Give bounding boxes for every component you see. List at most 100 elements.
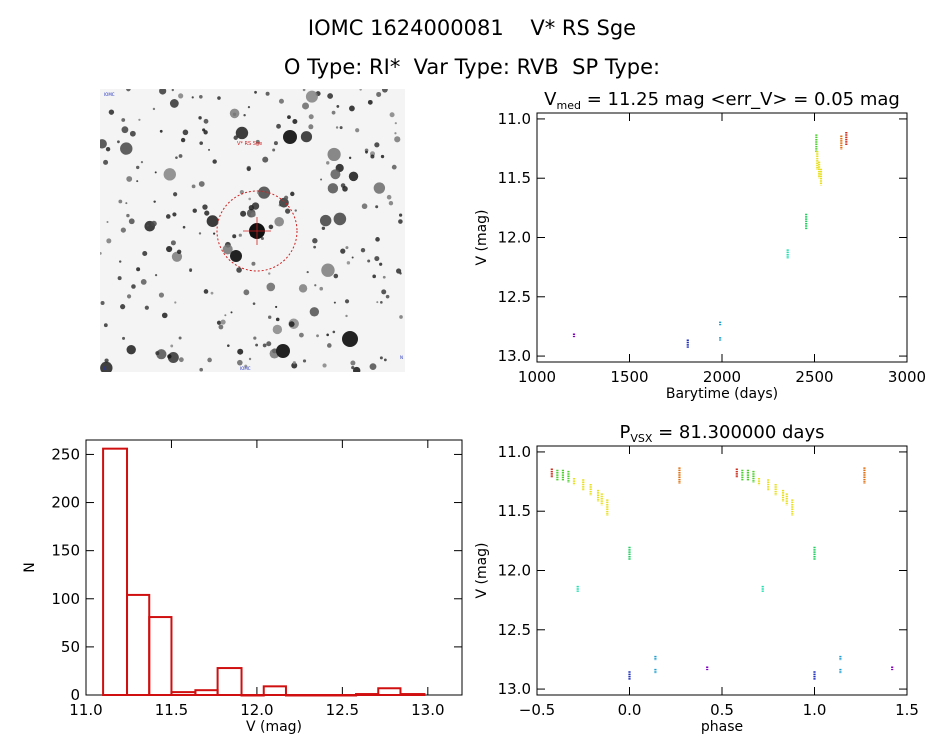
histogram-bar <box>102 447 129 696</box>
star <box>144 305 149 310</box>
histogram-bar <box>399 693 426 696</box>
y-tick-label: 150 <box>51 542 80 560</box>
star <box>191 96 194 99</box>
star <box>298 332 304 338</box>
star <box>222 244 233 255</box>
star <box>117 140 120 144</box>
y-tick-label: 11.5 <box>498 502 531 520</box>
histogram-bar <box>331 694 358 697</box>
star <box>335 126 339 129</box>
star <box>336 105 340 108</box>
star <box>178 154 183 158</box>
star <box>333 212 347 226</box>
star <box>210 291 214 295</box>
star <box>120 142 133 155</box>
star <box>104 358 109 363</box>
star <box>355 128 360 133</box>
star <box>275 317 280 322</box>
star <box>276 123 281 129</box>
histogram-bar <box>148 616 173 696</box>
star <box>154 171 157 174</box>
star <box>298 284 308 293</box>
x-tick-label: 2500 <box>795 368 833 386</box>
histogram-bar <box>194 689 219 696</box>
star <box>105 146 111 152</box>
target-label: V* RS Sge <box>237 141 262 147</box>
star <box>265 91 270 96</box>
star <box>103 323 108 328</box>
star <box>385 294 390 299</box>
star <box>320 178 323 181</box>
star <box>224 314 227 317</box>
star <box>383 358 387 362</box>
star <box>230 250 242 262</box>
star <box>140 160 144 164</box>
star <box>203 289 209 294</box>
star <box>246 166 251 172</box>
histogram-bar <box>216 667 243 696</box>
star <box>285 208 291 214</box>
histogram-panel: 11.0 11.5 12.0 12.5 13.0 0 50 100 150 200 250 V (ma… <box>22 439 463 735</box>
star <box>121 118 126 122</box>
x-tick-label: 1.0 <box>803 701 827 719</box>
star <box>229 108 240 119</box>
star <box>268 224 274 230</box>
star <box>238 233 242 237</box>
star <box>380 154 385 159</box>
star <box>122 336 126 340</box>
star <box>381 289 387 295</box>
star <box>100 361 113 372</box>
star <box>279 197 289 208</box>
star <box>266 282 276 292</box>
star <box>396 268 402 274</box>
star <box>365 150 368 154</box>
x-tick-label: 11.0 <box>69 701 102 719</box>
corner-label-bottom-left: E <box>104 366 107 371</box>
star <box>275 305 278 309</box>
star <box>391 164 397 170</box>
star <box>351 366 355 370</box>
star <box>235 126 249 140</box>
star <box>136 180 139 183</box>
star <box>330 169 341 180</box>
star <box>273 141 278 146</box>
star <box>152 107 156 111</box>
star <box>379 356 383 360</box>
star <box>394 122 397 125</box>
star <box>199 94 203 99</box>
star <box>292 119 298 125</box>
star <box>119 260 122 263</box>
star <box>131 284 136 289</box>
star <box>204 210 210 216</box>
star <box>180 137 186 143</box>
y-tick-label: 12.5 <box>498 621 531 639</box>
star <box>349 105 355 112</box>
star <box>376 301 379 304</box>
star <box>106 221 109 224</box>
star <box>345 314 348 318</box>
star <box>178 336 182 340</box>
star <box>300 131 313 143</box>
star <box>386 194 392 200</box>
star <box>243 114 246 117</box>
plot-frame <box>85 439 463 696</box>
star <box>106 238 112 244</box>
histogram-bar <box>284 694 311 697</box>
star <box>250 212 256 218</box>
y-tick-label: 200 <box>51 494 80 512</box>
star <box>165 214 171 219</box>
y-tick-label: 13.0 <box>498 680 531 698</box>
y-tick-label: 0 <box>70 686 80 704</box>
star <box>326 333 329 337</box>
histogram-bar <box>377 687 402 697</box>
chart-title-line1: IOMC 1624000081 V* RS Sge <box>307 16 637 40</box>
y-tick-label: 50 <box>61 638 80 656</box>
y-tick-label: 12.0 <box>498 229 531 247</box>
star <box>375 237 380 242</box>
star <box>255 343 259 347</box>
x-tick-label: 3000 <box>888 368 926 386</box>
star <box>171 89 174 92</box>
star <box>126 176 133 182</box>
star <box>248 357 252 361</box>
